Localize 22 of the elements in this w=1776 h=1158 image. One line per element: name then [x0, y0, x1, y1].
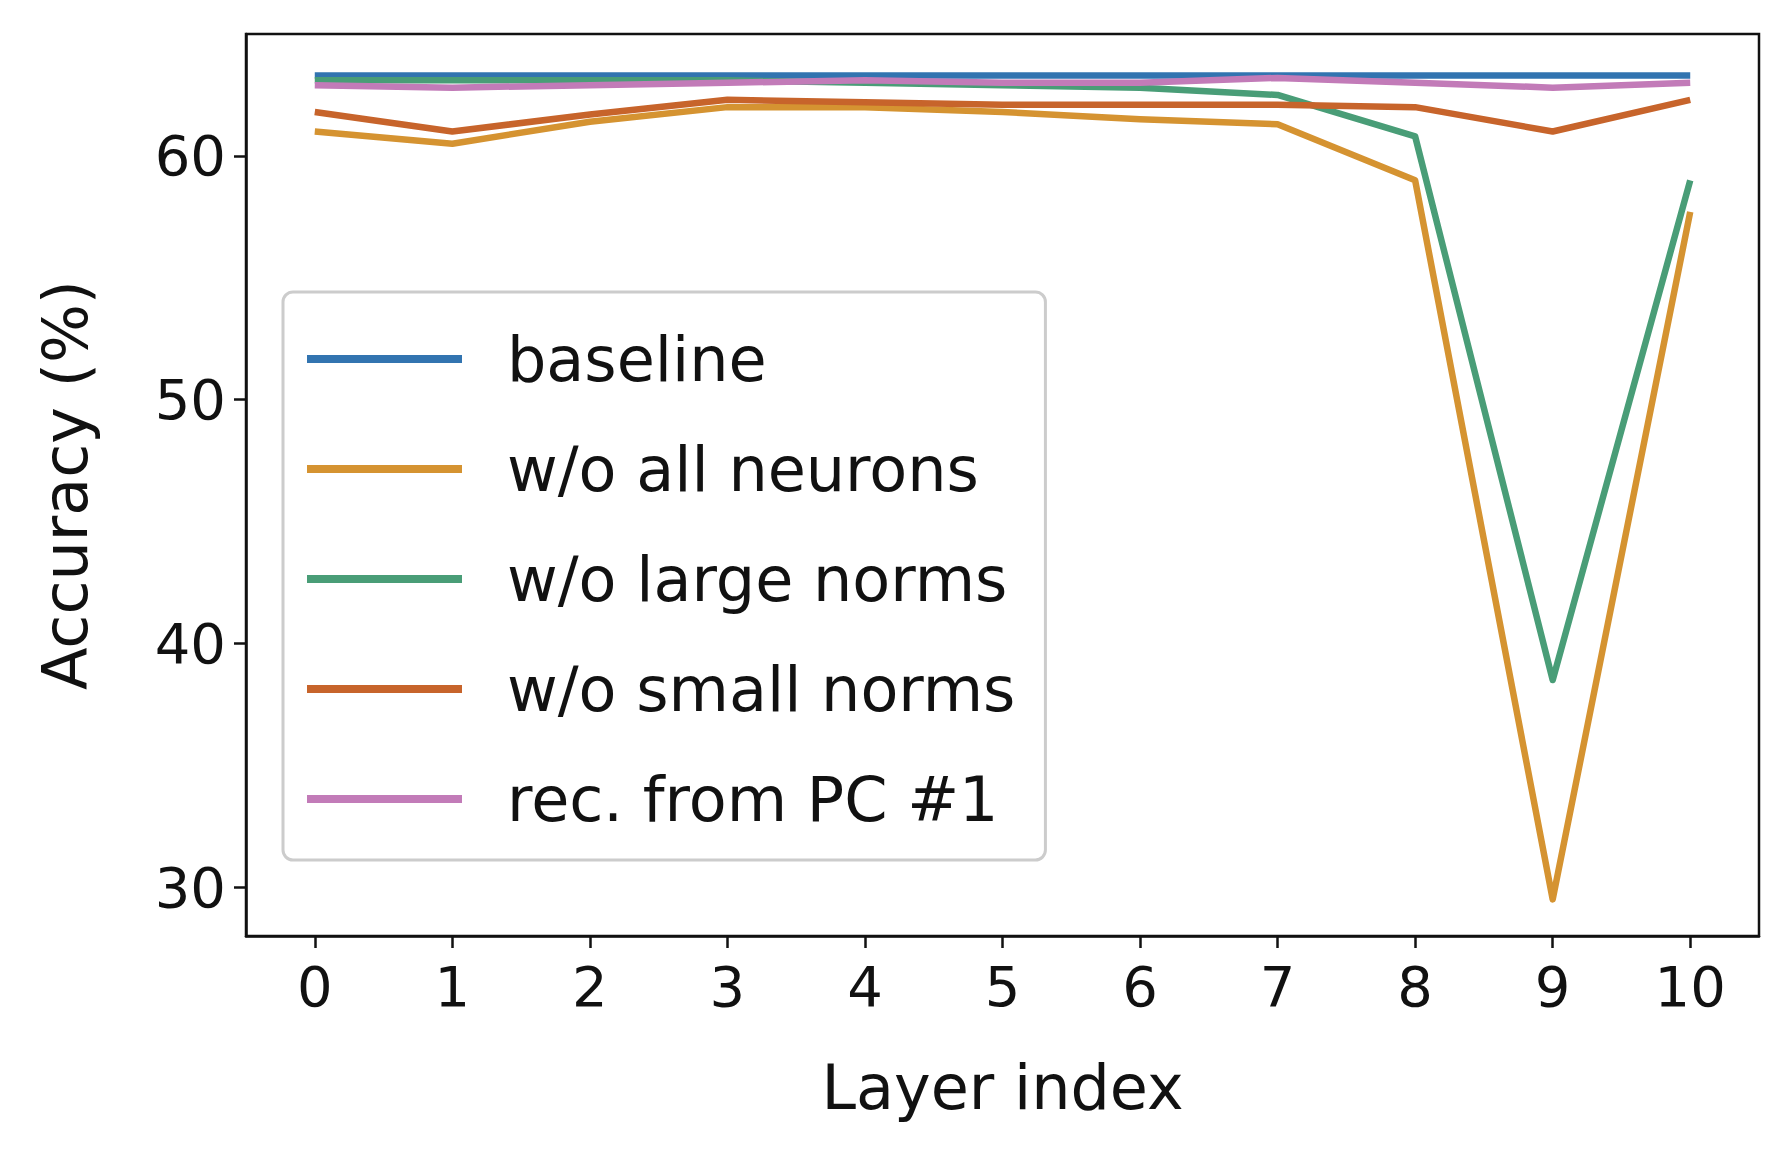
- x-tick-label: 9: [1534, 953, 1571, 1019]
- x-tick-label: 2: [572, 953, 608, 1019]
- legend-label: w/o large norms: [507, 542, 1008, 616]
- x-axis-title: Layer index: [821, 1050, 1184, 1124]
- x-tick-label: 7: [1259, 953, 1296, 1019]
- legend-label: rec. from PC #1: [507, 762, 999, 836]
- x-tick-label: 6: [1122, 953, 1158, 1019]
- legend-label: baseline: [507, 322, 767, 396]
- y-tick-label: 40: [154, 610, 226, 676]
- legend-label: w/o small norms: [507, 652, 1016, 726]
- x-tick-label: 0: [296, 953, 333, 1019]
- x-tick-label: 8: [1397, 953, 1433, 1019]
- y-tick-label: 60: [154, 123, 226, 189]
- y-tick-label: 30: [154, 854, 226, 920]
- y-axis-title: Accuracy (%): [28, 279, 102, 691]
- y-tick-label: 50: [154, 367, 226, 433]
- x-tick-label: 4: [847, 953, 883, 1019]
- legend-label: w/o all neurons: [507, 432, 979, 506]
- x-tick-label: 10: [1654, 953, 1726, 1019]
- x-tick-label: 3: [709, 953, 746, 1019]
- x-tick-label: 5: [984, 953, 1021, 1019]
- x-tick-label: 1: [434, 953, 471, 1019]
